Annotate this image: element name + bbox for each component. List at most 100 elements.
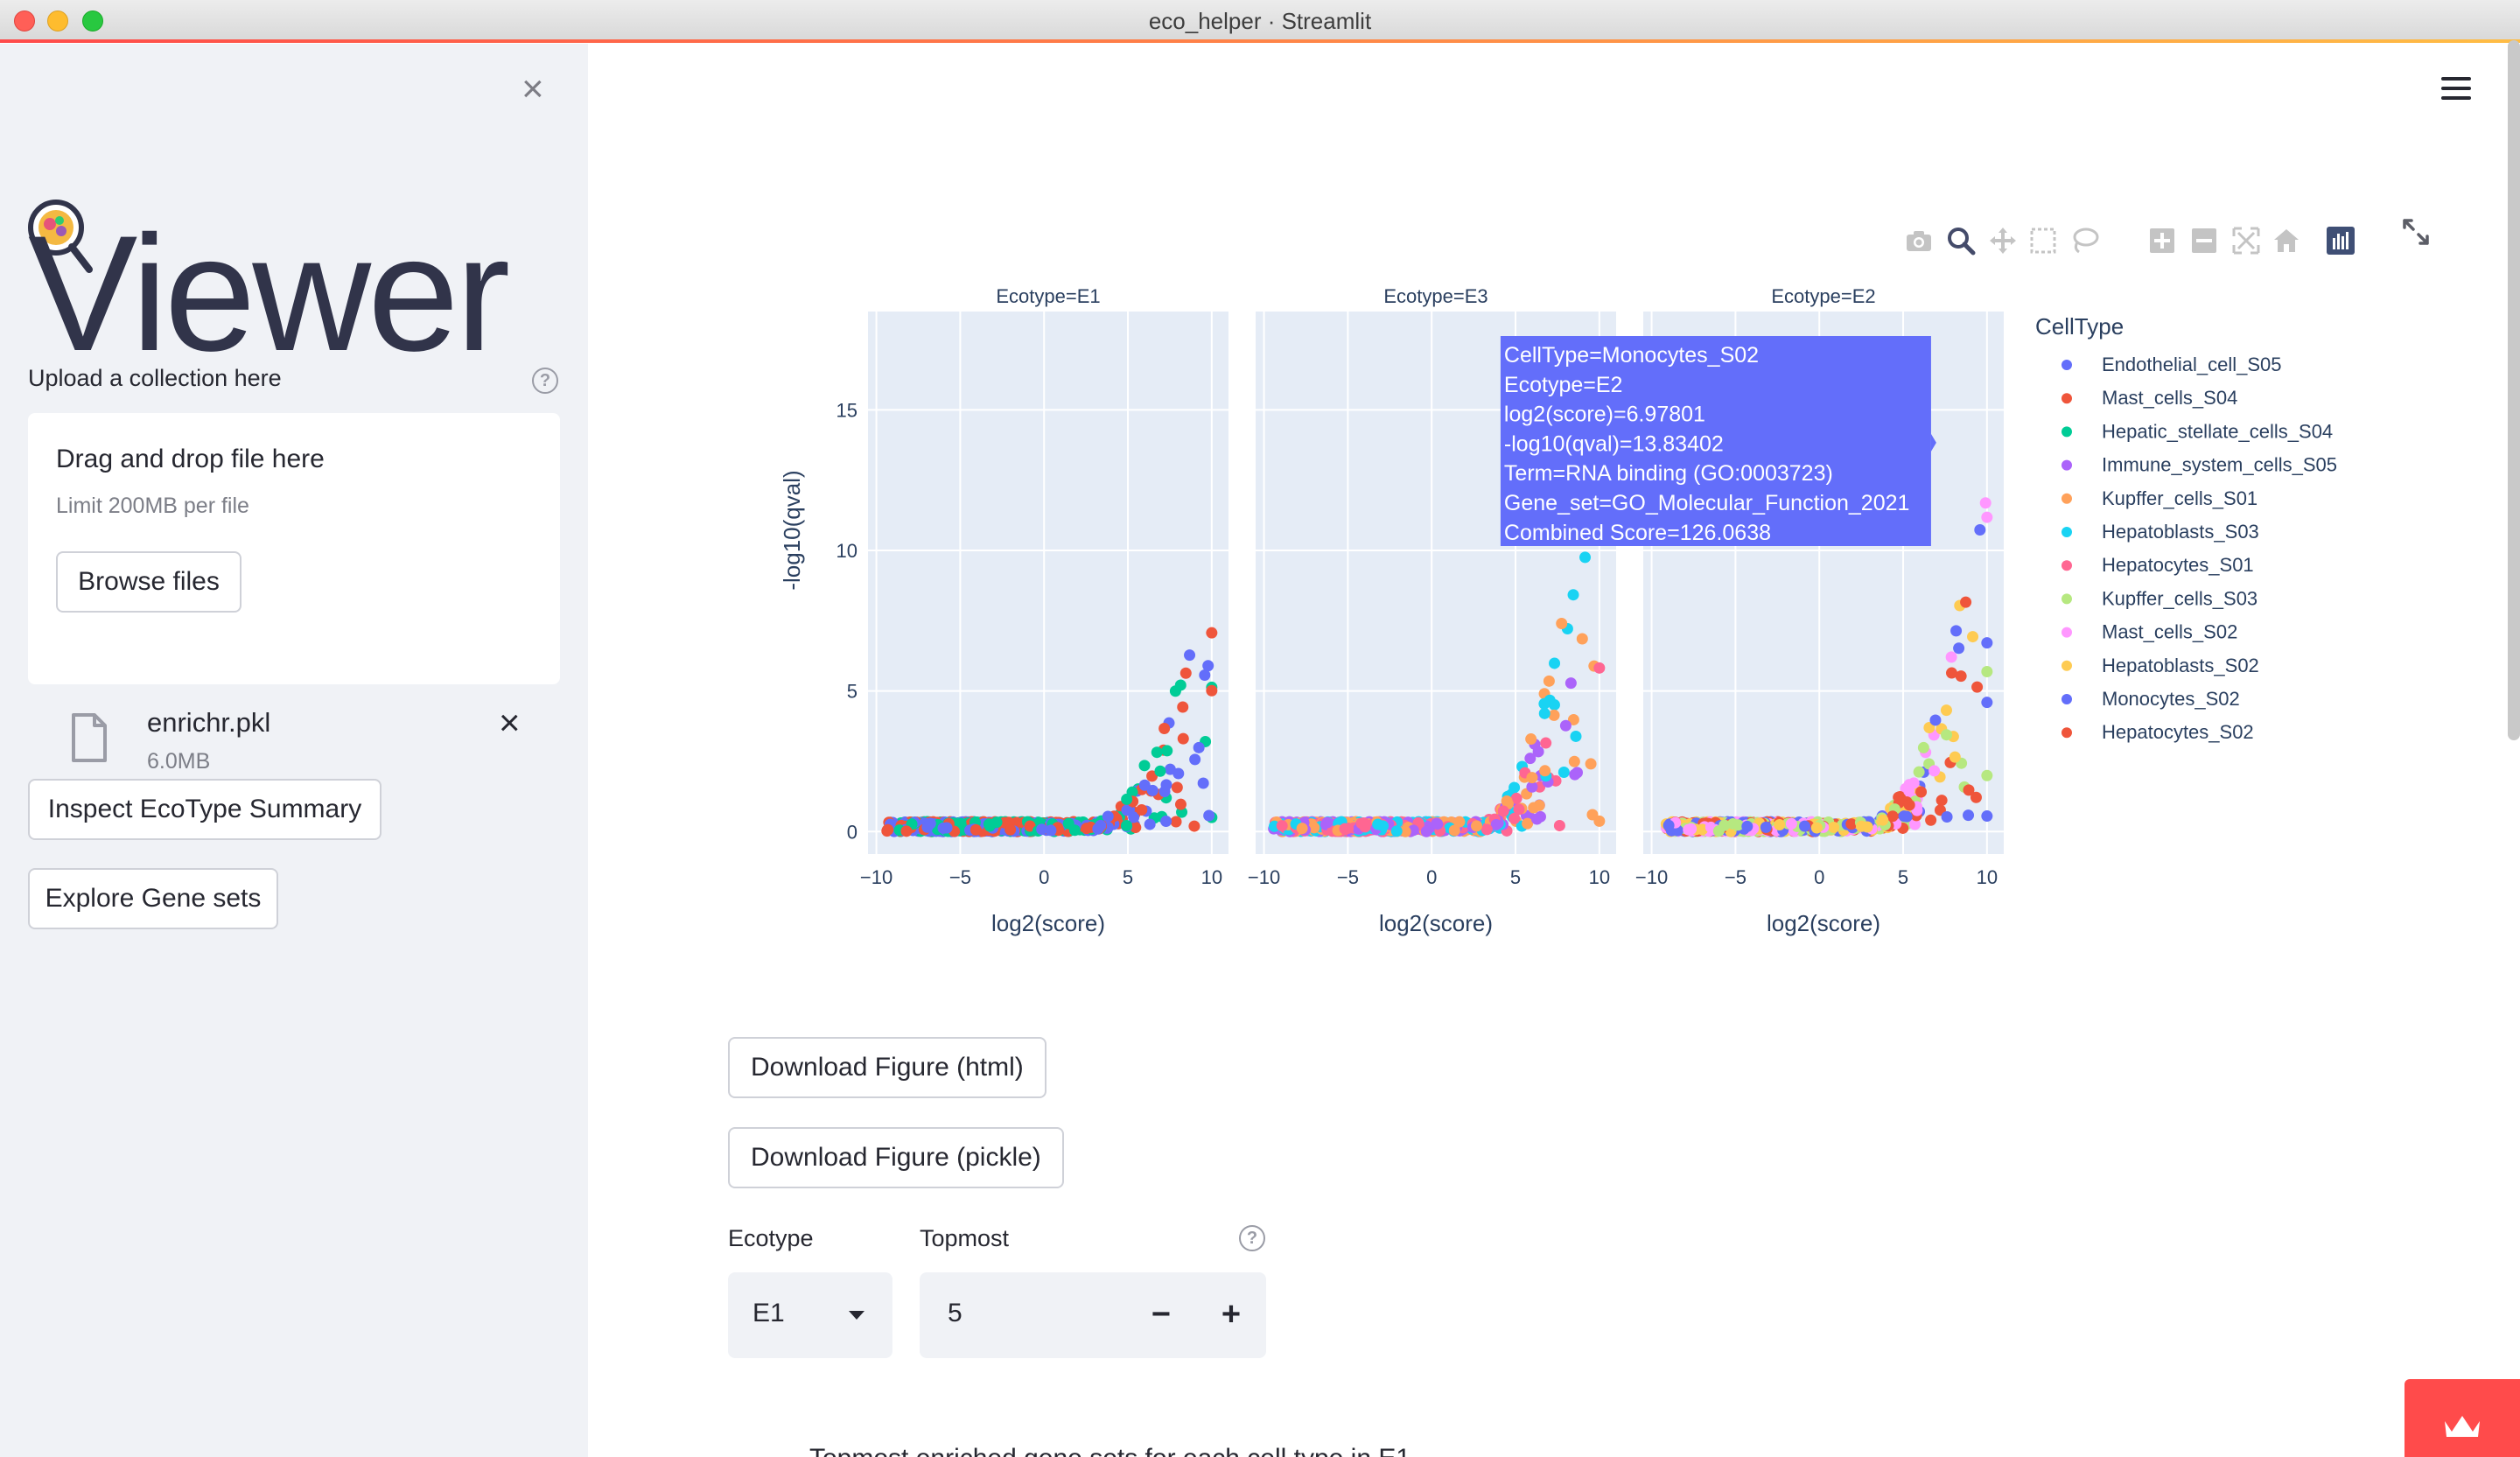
decrement-button[interactable]: − xyxy=(1151,1296,1172,1333)
zoom-window-button[interactable] xyxy=(82,11,103,32)
x-tick-label: 10 xyxy=(1589,866,1610,888)
tooltip-line: Combined Score=126.0638 xyxy=(1504,521,1771,545)
x-axis-label: log2(score) xyxy=(1379,910,1493,936)
inspect-ecotype-summary-button[interactable]: Inspect EcoType Summary xyxy=(28,779,382,840)
help-icon[interactable]: ? xyxy=(532,368,558,394)
data-point xyxy=(1045,824,1057,837)
file-dropzone[interactable]: Drag and drop file here Limit 200MB per … xyxy=(28,413,560,684)
data-point xyxy=(1727,817,1740,830)
data-point xyxy=(1929,714,1942,726)
close-sidebar-icon[interactable]: × xyxy=(522,67,544,110)
data-point xyxy=(1981,810,1993,823)
data-point xyxy=(1981,511,1993,523)
fullscreen-icon[interactable] xyxy=(2401,217,2431,247)
x-tick-label: 10 xyxy=(1977,866,1998,888)
topmost-help-icon[interactable]: ? xyxy=(1239,1225,1265,1251)
tooltip-line: log2(score)=6.97801 xyxy=(1504,403,1705,427)
data-point xyxy=(1276,820,1288,832)
data-point xyxy=(1923,721,1936,733)
sidebar: × Viewer Upload a collection here ? Drag… xyxy=(0,44,588,1457)
legend-item: Monocytes_S02 xyxy=(2102,688,2240,710)
legend-marker xyxy=(2062,694,2072,704)
data-point xyxy=(1533,799,1545,811)
tooltip-line: Ecotype=E2 xyxy=(1504,373,1623,397)
data-point xyxy=(983,818,995,830)
topmost-value: 5 xyxy=(948,1299,962,1327)
data-point xyxy=(1593,815,1606,827)
data-point xyxy=(1981,697,1993,709)
tooltip-pointer xyxy=(1930,433,1936,452)
data-point xyxy=(1925,814,1937,826)
increment-button[interactable]: + xyxy=(1221,1296,1242,1333)
data-point xyxy=(1453,816,1466,828)
data-point xyxy=(1548,698,1560,711)
data-point xyxy=(1861,821,1873,833)
data-point xyxy=(1161,745,1173,757)
data-point xyxy=(1685,823,1698,835)
download-pickle-button[interactable]: Download Figure (pickle) xyxy=(728,1127,1064,1188)
data-point xyxy=(1567,713,1579,725)
data-point xyxy=(1177,701,1189,713)
viewer-logo-text: Viewer xyxy=(28,201,508,376)
data-point xyxy=(1138,760,1151,772)
zoom-out-icon[interactable] xyxy=(2189,226,2219,256)
legend-marker xyxy=(2062,593,2072,605)
data-point xyxy=(1946,667,1958,679)
x-tick-label: −10 xyxy=(1248,866,1280,888)
scatter-plot[interactable]: Ecotype=E1 −10 −5 0 5 10 log2(score) Ecotype=E3… xyxy=(770,280,2398,945)
camera-icon[interactable] xyxy=(1904,226,1934,256)
data-point xyxy=(1553,819,1565,831)
legend-item: Hepatocytes_S02 xyxy=(2102,721,2254,743)
data-point xyxy=(1169,685,1181,697)
data-point xyxy=(1941,729,1953,741)
download-html-button[interactable]: Download Figure (html) xyxy=(728,1037,1046,1098)
data-point xyxy=(1199,669,1211,681)
page-scrollbar[interactable] xyxy=(2508,40,2520,740)
results-heading: Topmost enriched gene sets for each cell… xyxy=(809,1444,1410,1457)
pan-icon[interactable] xyxy=(1988,226,2018,256)
data-point xyxy=(1399,825,1411,837)
remove-file-icon[interactable]: × xyxy=(499,702,521,743)
box-select-icon[interactable] xyxy=(2028,226,2058,256)
data-point xyxy=(1160,816,1172,828)
legend-marker xyxy=(2062,727,2072,739)
legend-marker xyxy=(2062,527,2072,537)
data-point xyxy=(1540,737,1552,749)
zoom-in-icon[interactable] xyxy=(2147,226,2177,256)
x-tick-label: −10 xyxy=(1635,866,1668,888)
close-window-button[interactable] xyxy=(14,11,35,32)
lasso-select-icon[interactable] xyxy=(2070,226,2100,256)
data-point xyxy=(1567,589,1579,601)
data-point xyxy=(1321,816,1334,829)
zoom-icon[interactable] xyxy=(1946,226,1976,256)
plotly-logo-icon[interactable] xyxy=(2326,226,2356,256)
streamlit-deploy-button[interactable] xyxy=(2404,1379,2520,1457)
autoscale-icon[interactable] xyxy=(2231,226,2261,256)
data-point xyxy=(1903,779,1915,791)
data-point xyxy=(1570,730,1582,742)
reset-axes-icon[interactable] xyxy=(2272,226,2301,256)
legend-item: Endothelial_cell_S05 xyxy=(2102,354,2282,375)
browse-files-button[interactable]: Browse files xyxy=(56,551,242,613)
data-point xyxy=(1558,766,1570,778)
x-axis-label: log2(score) xyxy=(1767,910,1880,936)
topmost-number-input[interactable]: 5 − + xyxy=(920,1272,1266,1358)
legend-marker xyxy=(2062,660,2072,671)
data-point xyxy=(1936,795,1948,807)
explore-gene-sets-button[interactable]: Explore Gene sets xyxy=(28,868,278,929)
data-point xyxy=(1549,657,1561,669)
data-point xyxy=(1513,803,1525,816)
ecotype-select[interactable]: E1 xyxy=(728,1272,892,1358)
x-axis-label: log2(score) xyxy=(991,910,1105,936)
data-point xyxy=(1081,823,1093,835)
data-point xyxy=(1810,822,1823,834)
minimize-window-button[interactable] xyxy=(47,11,68,32)
main-menu-icon[interactable] xyxy=(2441,77,2471,102)
data-point xyxy=(1718,819,1731,831)
crown-icon xyxy=(2445,1416,2480,1437)
data-point xyxy=(1877,814,1889,826)
data-point xyxy=(970,823,982,836)
data-point xyxy=(1845,818,1858,830)
data-point xyxy=(1979,497,1992,509)
x-tick-label: 0 xyxy=(1814,866,1824,888)
